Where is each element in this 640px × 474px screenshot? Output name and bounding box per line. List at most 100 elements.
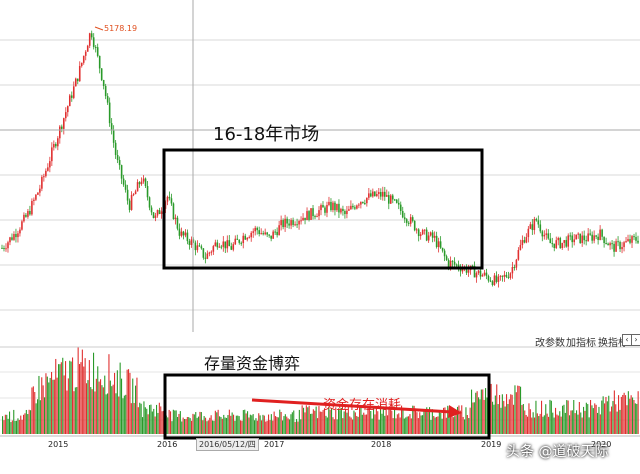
candle-body	[597, 236, 599, 240]
volume-bar	[122, 398, 124, 434]
add-indicator-button[interactable]: 加指标	[566, 338, 596, 349]
switch-indicator-button[interactable]: 换指标	[598, 338, 628, 349]
volume-bar	[237, 415, 239, 434]
candle-body	[362, 201, 364, 204]
volume-bar	[562, 405, 564, 434]
volume-bar	[455, 412, 457, 434]
volume-bar	[637, 391, 639, 434]
volume-bar	[266, 420, 268, 434]
candle-body	[523, 240, 526, 243]
volume-bar	[293, 410, 295, 434]
volume-bar	[297, 421, 299, 434]
candle-body	[633, 236, 635, 238]
candle-body	[571, 235, 574, 243]
volume-bar	[135, 385, 137, 434]
volume-bar	[21, 419, 23, 434]
volume-bar	[605, 396, 607, 434]
volume-bar	[265, 421, 267, 434]
volume-bar	[486, 397, 488, 434]
volume-bar	[469, 407, 471, 434]
volume-bar	[93, 352, 95, 434]
volume-bar	[371, 418, 373, 434]
candle-body	[535, 219, 538, 221]
volume-bar	[591, 405, 593, 434]
change-params-button[interactable]: 改参数	[535, 338, 565, 349]
candle-body	[378, 192, 380, 195]
volume-bar	[170, 411, 172, 434]
volume-bar	[633, 399, 635, 434]
candle-body	[501, 275, 504, 277]
candle-body	[276, 231, 278, 236]
volume-bar	[91, 389, 93, 434]
candle-body	[148, 197, 151, 208]
volume-bar	[34, 391, 36, 434]
volume-bar	[508, 399, 510, 434]
volume-bar	[349, 416, 351, 434]
volume-bar	[585, 402, 587, 434]
volume-bar	[381, 413, 383, 434]
volume-bar	[65, 361, 67, 434]
volume-bar	[311, 413, 313, 434]
candle-body	[561, 242, 564, 249]
volume-bar	[154, 416, 156, 434]
volume-bar	[115, 393, 117, 434]
candle-body	[557, 238, 560, 241]
candle-body	[573, 239, 576, 243]
candle-body	[5, 248, 7, 250]
volume-bar	[426, 407, 428, 434]
candle-body	[228, 240, 231, 247]
volume-bar	[448, 410, 450, 434]
volume-bar	[137, 407, 139, 434]
candle-body	[216, 242, 219, 248]
candle-body	[248, 237, 251, 239]
candle-body	[74, 78, 77, 87]
candle-body	[84, 51, 87, 56]
volume-bar	[368, 406, 370, 434]
candle-body	[47, 167, 49, 171]
volume-bar	[535, 400, 537, 434]
next-indicator-button[interactable]: ›	[631, 334, 640, 346]
volume-bar	[214, 410, 216, 434]
volume-bar	[312, 409, 314, 434]
volume-bar	[332, 417, 334, 434]
candle-body	[43, 176, 45, 178]
candle-body	[533, 219, 536, 231]
candle-body	[128, 200, 131, 210]
candle-body	[316, 216, 318, 218]
volume-bar	[354, 412, 356, 434]
candle-body	[92, 37, 95, 47]
volume-bar	[336, 419, 338, 434]
volume-bar	[352, 419, 354, 434]
candle-body	[29, 211, 31, 215]
candle-body	[158, 210, 161, 214]
volume-bar	[520, 386, 522, 434]
volume-bar	[577, 414, 579, 434]
candle-body	[37, 192, 39, 195]
volume-bar	[121, 378, 123, 434]
volume-bar	[440, 412, 442, 434]
candle-body	[13, 234, 15, 240]
volume-bar	[377, 411, 379, 434]
candle-body	[354, 207, 356, 209]
candle-body	[242, 235, 245, 244]
candle-body	[565, 240, 568, 247]
volume-bar	[129, 372, 131, 434]
volume-bar	[494, 395, 496, 434]
volume-bar	[139, 402, 141, 434]
volume-bar	[612, 401, 614, 434]
volume-bar	[606, 401, 608, 434]
volume-bar	[573, 399, 575, 434]
candle-body	[356, 205, 358, 209]
candle-body	[537, 220, 540, 225]
candle-body	[98, 55, 101, 69]
candle-body	[61, 126, 63, 129]
volume-bar	[443, 407, 445, 434]
volume-bar	[416, 412, 418, 434]
candle-body	[427, 235, 430, 241]
volume-bar	[399, 417, 401, 434]
volume-bar	[499, 394, 501, 434]
candle-body	[112, 130, 115, 143]
candle-body	[120, 165, 123, 179]
volume-bar	[227, 415, 229, 434]
candle-body	[35, 194, 37, 200]
